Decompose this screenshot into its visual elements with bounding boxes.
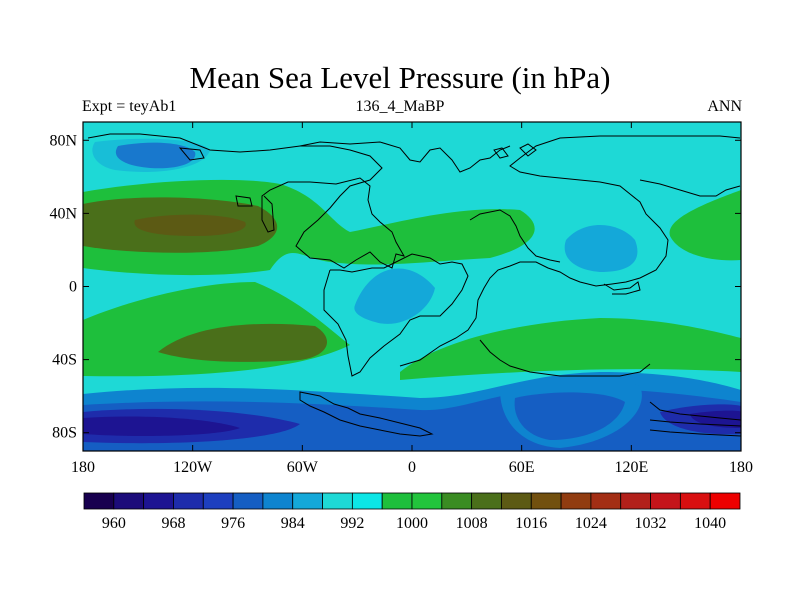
x-tick-label: 120E <box>614 459 648 476</box>
field-band-1004-east <box>669 190 741 261</box>
coastline-islands <box>178 143 537 207</box>
colorbar-tick-label: 1000 <box>396 515 428 532</box>
colorbar-swatch <box>560 492 592 510</box>
pressure-field <box>83 122 741 451</box>
colorbar-tick-label: 984 <box>281 515 305 532</box>
field-low-north-pacific-outer <box>92 138 210 172</box>
field-high-north-atlantic-core <box>134 214 246 236</box>
season-label: ANN <box>707 98 742 115</box>
colorbar-swatch <box>530 492 562 510</box>
x-tick-label: 180 <box>729 459 753 476</box>
colorbar-swatch <box>83 492 115 510</box>
coastline-eurasia-africa <box>399 135 741 367</box>
colorbar-swatch <box>650 492 681 510</box>
colorbar-tick-label: 1032 <box>635 515 667 532</box>
colorbar-swatch <box>262 492 294 510</box>
field-low-asia <box>564 224 638 272</box>
experiment-label: Expt = teyAb1 <box>82 98 177 115</box>
colorbar-tick-label: 1016 <box>515 515 547 532</box>
colorbar-swatch <box>590 492 622 510</box>
coastline-north-america <box>87 133 406 269</box>
colorbar-tick-label: 976 <box>221 515 245 532</box>
colorbar-swatch <box>232 492 264 510</box>
colorbar-tick-label: 968 <box>161 515 185 532</box>
axis-ticks: 180 120W 60W 0 60E 120E 180 80N 40N 0 40S 80S <box>49 122 753 476</box>
colorbar-tick-label: 1040 <box>694 515 726 532</box>
colorbar-swatch <box>620 492 651 510</box>
field-band-980-high-south <box>514 392 625 440</box>
field-core-960-south <box>83 416 240 436</box>
coastline-greenland <box>299 141 511 173</box>
field-high-south-pacific <box>158 323 327 362</box>
y-tick-label: 80N <box>49 132 77 149</box>
x-tick-label: 60E <box>509 459 535 476</box>
colorbar-swatch <box>441 492 473 510</box>
colorbar-swatch <box>709 492 741 510</box>
colorbar-swatch <box>143 492 174 510</box>
colorbar-tick-label: 1024 <box>575 515 607 532</box>
colorbar-swatch <box>471 492 502 510</box>
coastline-africa-south <box>479 339 651 377</box>
colorbar-swatch <box>679 492 711 510</box>
period-label: 136_4_MaBP <box>355 98 445 115</box>
y-tick-label: 40N <box>49 205 77 222</box>
colorbar-swatch <box>381 492 413 510</box>
colorbar-tick-label: 1008 <box>456 515 488 532</box>
coastline-antarctica <box>299 391 434 437</box>
x-tick-label: 60W <box>287 459 319 476</box>
colorbar-swatch <box>411 492 443 510</box>
y-tick-label: 0 <box>69 279 77 296</box>
colorbar-tick-label: 960 <box>102 515 126 532</box>
y-tick-label: 40S <box>52 352 77 369</box>
colorbar-swatch <box>113 492 145 510</box>
colorbar-swatch <box>322 492 353 510</box>
colorbar-swatch <box>173 492 204 510</box>
x-tick-label: 0 <box>408 459 416 476</box>
colorbar-tick-label: 992 <box>340 515 364 532</box>
coastline-asia-east <box>639 179 741 197</box>
coastline-asia-southeast <box>603 281 641 295</box>
colorbar-swatch <box>202 492 234 510</box>
colorbar-swatch <box>351 492 383 510</box>
coastline-south-america <box>323 253 469 377</box>
colorbar-swatch <box>292 492 323 510</box>
chart-title: Mean Sea Level Pressure (in hPa) <box>189 60 611 95</box>
coastline-europe-inner <box>469 209 561 263</box>
x-tick-label: 180 <box>71 459 95 476</box>
field-band-1004-south-east <box>400 318 741 380</box>
coastline <box>87 133 741 437</box>
colorbar-swatch <box>501 492 532 510</box>
y-tick-label: 80S <box>52 425 77 442</box>
field-low-tropical-atlantic <box>354 268 435 324</box>
colorbar: 960 968 976 984 992 1000 1008 1016 1024 1032 1040 <box>83 492 741 532</box>
coastline-antarctica-east <box>649 401 741 437</box>
x-tick-label: 120W <box>173 459 213 476</box>
